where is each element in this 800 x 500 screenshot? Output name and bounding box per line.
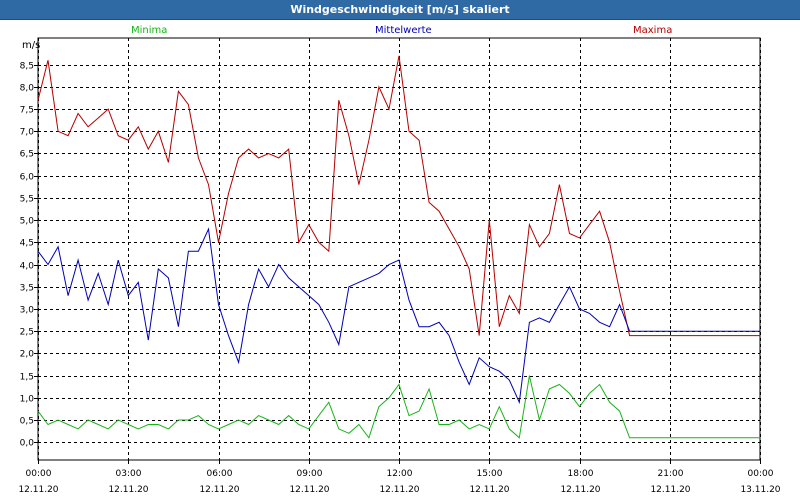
y-tick-label: 1,5 <box>20 373 34 383</box>
y-tick-label: 0,0 <box>20 439 35 449</box>
y-tick-label: 8,0 <box>20 84 35 94</box>
x-tick-label-time: 00:00 <box>26 469 52 479</box>
x-tick-label-time: 18:00 <box>568 469 594 479</box>
y-tick-label: 5,0 <box>20 217 35 227</box>
x-tick-label-time: 12:00 <box>387 469 413 479</box>
x-tick-label-date: 12.11.20 <box>650 485 690 495</box>
window-title: Windgeschwindigkeit [m/s] skaliert <box>0 0 800 20</box>
y-tick-label: 7,5 <box>20 106 34 116</box>
y-tick-label: 6,5 <box>20 150 34 160</box>
x-tick-label-time: 00:00 <box>748 469 774 479</box>
x-tick-label-time: 03:00 <box>116 469 142 479</box>
x-tick-label-date: 12.11.20 <box>18 485 58 495</box>
x-tick-label-date: 12.11.20 <box>379 485 419 495</box>
y-tick-label: 5,5 <box>20 195 34 205</box>
x-tick-label-time: 06:00 <box>207 469 233 479</box>
x-tick-label-date: 13.11.20 <box>740 485 780 495</box>
x-tick-label-date: 12.11.20 <box>560 485 600 495</box>
x-tick-label-date: 12.11.20 <box>469 485 509 495</box>
legend-maxima: Maxima <box>633 25 673 36</box>
x-tick-label-date: 12.11.20 <box>108 485 148 495</box>
series-line-maxima <box>37 55 760 337</box>
y-tick-label: 7,0 <box>20 128 35 138</box>
series-line-minima <box>37 375 760 439</box>
y-tick-label: 0,5 <box>20 417 34 427</box>
legend-minima: Minima <box>131 25 168 36</box>
x-tick-label-time: 21:00 <box>658 469 684 479</box>
legend-mittelwerte: Mittelwerte <box>375 25 432 36</box>
x-tick-label-date: 12.11.20 <box>289 485 329 495</box>
y-tick-label: 4,0 <box>20 262 35 272</box>
y-tick-label: 8,5 <box>20 62 34 72</box>
y-tick-label: 3,0 <box>20 306 35 316</box>
x-tick-label-date: 12.11.20 <box>199 485 239 495</box>
y-tick-label: 1,0 <box>20 395 35 405</box>
y-axis-unit-label: m/s <box>22 40 41 51</box>
y-tick-label: 2,0 <box>20 350 35 360</box>
series-line-mittelwerte <box>37 227 760 405</box>
x-tick-label-time: 09:00 <box>297 469 323 479</box>
y-tick-label: 2,5 <box>20 328 34 338</box>
x-tick-label-time: 15:00 <box>477 469 503 479</box>
y-tick-label: 3,5 <box>20 284 34 294</box>
y-tick-label: 6,0 <box>20 173 35 183</box>
y-tick-label: 4,5 <box>20 239 34 249</box>
